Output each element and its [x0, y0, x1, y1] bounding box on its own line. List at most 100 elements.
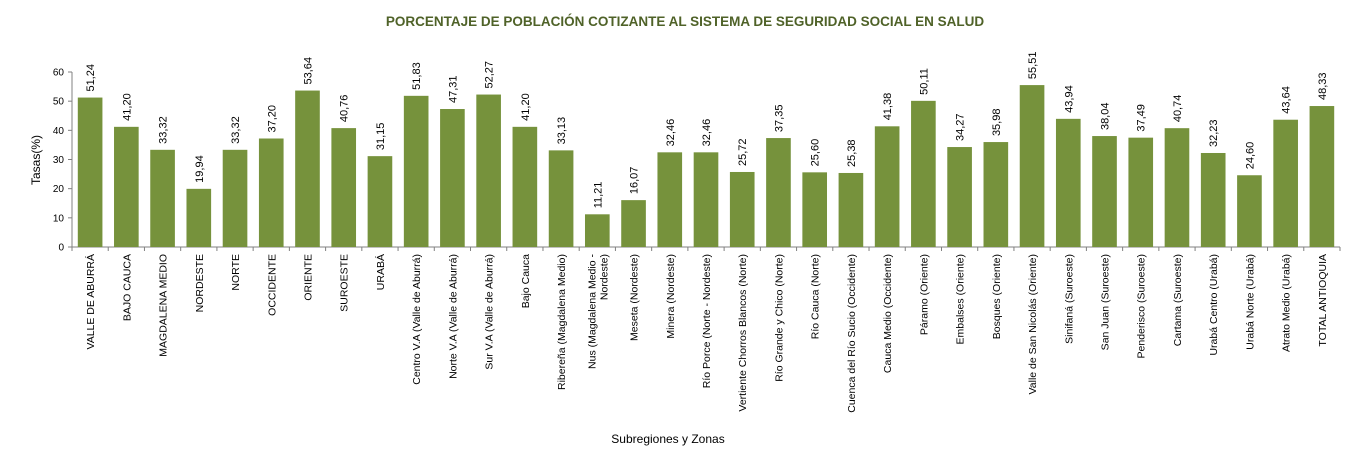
category-label: Penderisco (Suroeste)	[1136, 254, 1148, 358]
category-label: Río Grande y Chico (Norte)	[773, 254, 785, 382]
data-label: 37,49	[1136, 104, 1148, 132]
data-label: 31,15	[375, 123, 387, 151]
y-tick-label: 50	[53, 97, 65, 108]
bar	[476, 94, 501, 247]
bar	[186, 188, 212, 247]
data-label: 47,31	[447, 75, 459, 103]
category-label: Atrato Medio (Urabá)	[1281, 254, 1293, 352]
x-axis-title: Subregiones y Zonas	[611, 432, 724, 446]
category-label: Urabá Centro (Urabá)	[1208, 254, 1220, 356]
bar	[1200, 152, 1226, 247]
y-tick-label: 60	[53, 68, 65, 79]
data-label: 16,07	[629, 167, 641, 195]
category-label: Río Cauca (Norte)	[810, 254, 822, 339]
bar	[1164, 128, 1190, 247]
data-label: 25,38	[846, 139, 858, 167]
bar	[911, 100, 936, 248]
data-label: 43,94	[1063, 85, 1075, 113]
category-label: Meseta (Nordeste)	[629, 254, 641, 341]
category-label: Vertiente Chorros Blancos (Norte)	[737, 254, 749, 412]
bar	[802, 172, 828, 247]
data-label: 33,32	[230, 116, 242, 144]
bar	[367, 156, 393, 247]
data-label: 41,20	[121, 93, 133, 121]
category-label: TOTAL ANTIOQUIA	[1317, 254, 1329, 347]
category-label: Cauca Medio (Occidente)	[882, 254, 894, 373]
category-label: Valle de San Nicolás (Oriente)	[1027, 254, 1039, 394]
category-label: Centro V.A (Valle de Aburrá)	[411, 254, 423, 385]
bar	[766, 138, 791, 247]
bar	[621, 200, 646, 247]
bar	[222, 149, 248, 247]
y-tick-label: 10	[53, 213, 65, 224]
data-label: 32,23	[1208, 119, 1220, 147]
data-label: 32,46	[701, 119, 713, 147]
category-label: Norte V.A (Valle de Aburrá)	[447, 254, 459, 379]
bar	[150, 149, 175, 247]
category-label: Nus (Magdalena Medio -Nordeste)	[586, 254, 610, 369]
category-label: Cartama (Suroeste)	[1172, 254, 1184, 346]
y-tick-label: 0	[58, 243, 64, 254]
bar	[1309, 106, 1335, 247]
bar	[548, 150, 574, 247]
category-label: Sur V.A (Valle de Aburrá)	[484, 254, 496, 370]
category-label: MAGDALENA MEDIO	[158, 254, 170, 357]
category-label: Río Porce (Norte - Nordeste)	[701, 254, 713, 388]
bar	[1055, 118, 1081, 247]
bar	[295, 90, 320, 247]
bar	[657, 152, 683, 247]
bar	[729, 171, 755, 247]
category-label: Ribereña (Magdalena Medio)	[556, 254, 568, 390]
y-tick-label: 20	[53, 184, 65, 195]
data-label: 51,83	[411, 62, 423, 90]
data-label: 51,24	[85, 64, 97, 92]
category-label: BAJO CAUCA	[121, 254, 133, 321]
category-label-line: Nus (Magdalena Medio -	[586, 254, 598, 369]
bar	[114, 126, 139, 247]
bar	[331, 128, 357, 247]
bar	[77, 97, 103, 247]
bar	[403, 95, 429, 248]
data-label: 11,21	[592, 182, 604, 209]
bar	[584, 214, 610, 247]
category-label: NORTE	[230, 254, 242, 291]
data-label: 37,35	[773, 105, 785, 133]
data-label: 48,33	[1317, 73, 1329, 101]
bar	[1237, 175, 1262, 247]
category-label: NORDESTE	[194, 254, 206, 312]
data-label: 41,20	[520, 93, 532, 121]
bar	[983, 142, 1009, 247]
category-label: Cuenca del Río Sucio (Occidente)	[846, 254, 858, 413]
category-label: Bajo Cauca	[520, 254, 532, 308]
bar	[258, 138, 284, 247]
y-axis-title: Tasas(%)	[29, 135, 43, 185]
data-label: 33,32	[158, 116, 170, 144]
bar	[1092, 136, 1117, 247]
data-label: 41,38	[882, 93, 894, 121]
bar	[838, 172, 864, 247]
category-label: OCCIDENTE	[266, 254, 278, 316]
data-label: 25,72	[737, 138, 749, 166]
bar	[512, 126, 538, 247]
data-label: 32,46	[665, 119, 677, 147]
data-label: 35,98	[991, 109, 1003, 137]
bar	[874, 126, 900, 247]
category-label: Sinifaná (Suroeste)	[1063, 254, 1075, 344]
y-tick-label: 30	[53, 155, 65, 166]
data-label: 52,27	[484, 61, 496, 89]
data-label: 53,64	[302, 57, 314, 85]
data-label: 40,74	[1172, 95, 1184, 123]
bar	[440, 109, 465, 247]
category-label: Bosques (Oriente)	[991, 254, 1003, 339]
category-labels: VALLE DE ABURRÁ BAJO CAUCA MAGDALENA MEDIO…	[84, 254, 1329, 413]
data-label: 19,94	[194, 155, 206, 183]
data-label: 55,51	[1027, 52, 1039, 80]
category-label: VALLE DE ABURRÁ	[84, 254, 97, 350]
bar	[1128, 137, 1154, 247]
data-label: 43,64	[1281, 86, 1293, 114]
data-label: 50,11	[918, 68, 930, 95]
bar	[1273, 119, 1298, 247]
value-labels: 51,24 41,20 33,32 19,94 33,32 37,20 53,64 40,76…	[85, 52, 1329, 209]
category-label: Embalses (Oriente)	[955, 254, 967, 344]
